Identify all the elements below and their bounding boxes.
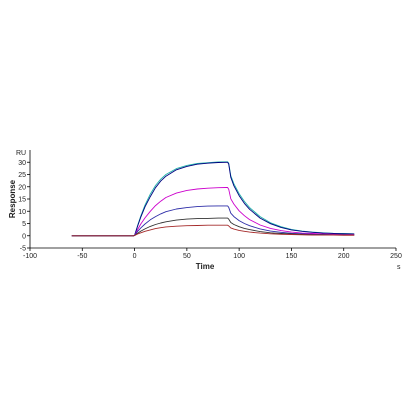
x-tick-label: 250 [390, 253, 402, 260]
x-tick-label: -50 [77, 253, 87, 260]
y-tick-label: 0 [22, 233, 26, 240]
series-line-6 [71, 224, 355, 237]
x-tick-label: 200 [338, 253, 350, 260]
series-line-2 [71, 161, 355, 237]
series-line-1 [71, 161, 355, 237]
x-axis-ticks: -100 -50 0 50 100 150 200 250 [23, 248, 402, 260]
series-line-3 [71, 187, 355, 237]
series-line-4 [71, 205, 355, 237]
x-tick-label: -100 [23, 253, 37, 260]
y-tick-label: 5 [22, 221, 26, 228]
y-axis-title: Response [8, 179, 17, 218]
x-tick-label: 0 [133, 253, 137, 260]
y-tick-label: 30 [18, 160, 26, 167]
x-axis-unit: s [397, 264, 401, 271]
x-tick-label: 50 [183, 253, 191, 260]
y-tick-label: 10 [18, 209, 26, 216]
y-tick-label: 15 [18, 197, 26, 204]
y-tick-label: -5 [20, 246, 26, 253]
x-tick-label: 100 [233, 253, 245, 260]
y-axis-unit: RU [16, 150, 26, 157]
x-tick-label: 150 [286, 253, 298, 260]
y-axis-ticks: -5 0 5 10 15 20 25 30 [18, 160, 30, 253]
series-layer [71, 161, 355, 237]
x-axis-title: Time [196, 262, 215, 271]
y-tick-label: 25 [18, 172, 26, 179]
y-tick-label: 20 [18, 184, 26, 191]
